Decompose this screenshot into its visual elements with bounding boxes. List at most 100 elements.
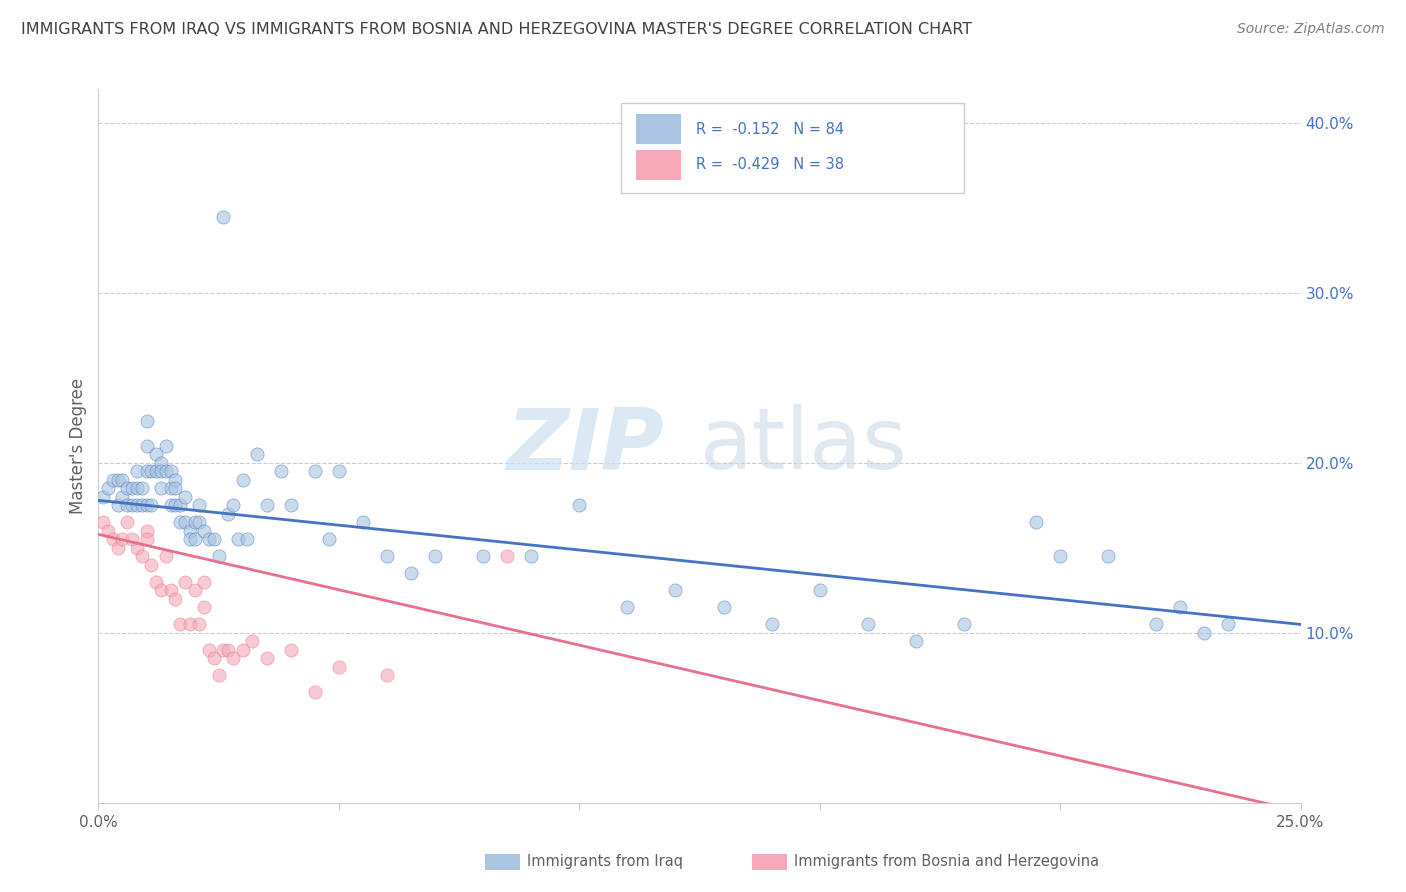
Point [375, 549, 398, 564]
FancyBboxPatch shape [621, 103, 965, 193]
Point [328, 465, 350, 479]
Point [141, 558, 163, 572]
Point [107, 499, 129, 513]
Point [399, 566, 422, 581]
Point [198, 533, 221, 547]
Y-axis label: Master's Degree: Master's Degree [69, 378, 87, 514]
Point [159, 583, 181, 598]
Point [198, 643, 221, 657]
Point [212, 643, 235, 657]
Point [1170, 600, 1192, 615]
Point [246, 448, 269, 462]
Point [208, 668, 231, 682]
Point [202, 651, 225, 665]
Text: Immigrants from Bosnia and Herzegovina: Immigrants from Bosnia and Herzegovina [794, 855, 1099, 869]
Point [155, 549, 177, 564]
Point [222, 651, 245, 665]
Text: ZIP: ZIP [506, 404, 664, 488]
Point [202, 533, 225, 547]
Point [953, 617, 976, 632]
Point [101, 473, 124, 487]
Point [174, 490, 197, 504]
Point [165, 473, 187, 487]
Point [97, 482, 120, 496]
Point [1144, 617, 1167, 632]
Point [174, 516, 197, 530]
Point [1049, 549, 1071, 564]
Point [236, 533, 259, 547]
Point [165, 499, 187, 513]
Point [97, 524, 120, 538]
Point [217, 643, 239, 657]
Point [183, 516, 205, 530]
Point [856, 617, 879, 632]
Point [135, 439, 157, 453]
Point [131, 499, 153, 513]
Point [188, 617, 211, 632]
Point [208, 549, 231, 564]
Point [217, 507, 239, 521]
Point [111, 490, 134, 504]
Bar [636, 114, 682, 145]
Point [183, 533, 205, 547]
Point [117, 516, 139, 530]
Point [520, 549, 543, 564]
Point [183, 583, 205, 598]
Point [125, 465, 148, 479]
Point [664, 583, 686, 598]
Point [135, 524, 157, 538]
Point [117, 499, 139, 513]
Point [145, 465, 167, 479]
Point [165, 482, 187, 496]
Point [149, 482, 172, 496]
Point [135, 413, 157, 427]
Point [222, 499, 245, 513]
Point [188, 499, 211, 513]
Point [121, 533, 143, 547]
Text: atlas: atlas [700, 404, 907, 488]
Text: R =  -0.429   N = 38: R = -0.429 N = 38 [696, 157, 844, 172]
Point [169, 499, 191, 513]
Point [328, 660, 350, 674]
Text: IMMIGRANTS FROM IRAQ VS IMMIGRANTS FROM BOSNIA AND HERZEGOVINA MASTER'S DEGREE C: IMMIGRANTS FROM IRAQ VS IMMIGRANTS FROM … [21, 22, 972, 37]
Point [131, 549, 153, 564]
Point [352, 516, 374, 530]
Point [1025, 516, 1047, 530]
Point [121, 482, 143, 496]
Point [135, 533, 157, 547]
Text: Source: ZipAtlas.com: Source: ZipAtlas.com [1237, 22, 1385, 37]
Point [304, 685, 326, 699]
Point [193, 574, 215, 589]
Point [91, 516, 114, 530]
Point [808, 583, 831, 598]
Point [179, 524, 201, 538]
Point [159, 482, 181, 496]
Point [149, 456, 172, 470]
Point [280, 499, 302, 513]
Point [159, 499, 181, 513]
Point [616, 600, 638, 615]
Point [375, 668, 398, 682]
Point [149, 465, 172, 479]
Point [304, 465, 326, 479]
Point [107, 473, 129, 487]
Point [131, 482, 153, 496]
Point [125, 499, 148, 513]
Point [111, 473, 134, 487]
Point [1194, 626, 1216, 640]
Point [169, 617, 191, 632]
Point [1218, 617, 1240, 632]
Point [101, 533, 124, 547]
Point [904, 634, 927, 648]
Point [423, 549, 446, 564]
Point [280, 643, 302, 657]
Point [240, 634, 263, 648]
Point [145, 448, 167, 462]
Point [318, 533, 340, 547]
Point [117, 482, 139, 496]
Point [107, 541, 129, 555]
Point [232, 473, 254, 487]
Point [232, 643, 254, 657]
Point [91, 490, 114, 504]
Point [256, 651, 278, 665]
